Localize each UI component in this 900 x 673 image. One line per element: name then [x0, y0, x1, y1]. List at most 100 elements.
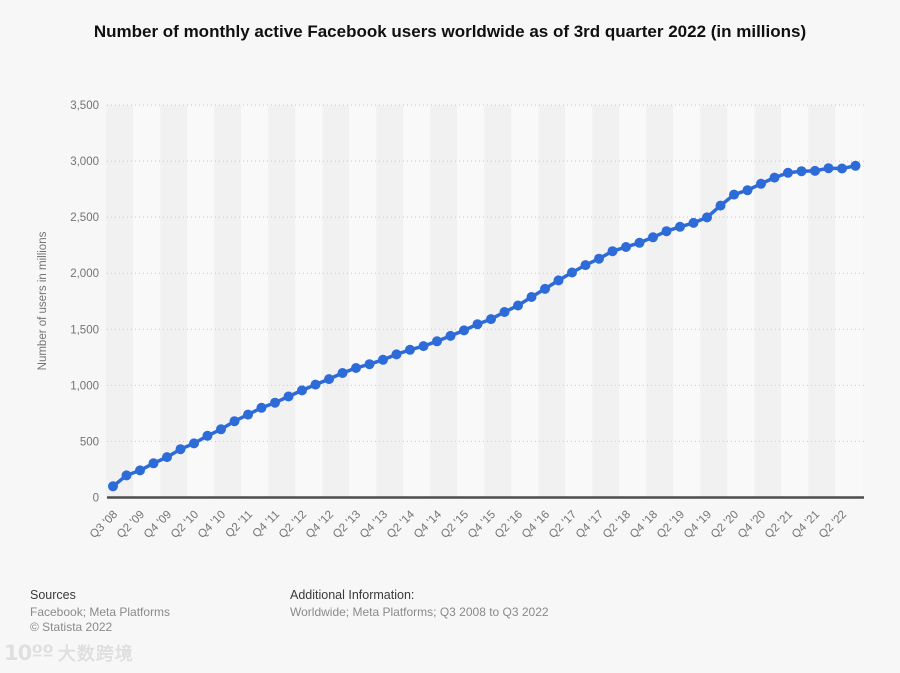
plot-bands [106, 105, 863, 498]
plot-band [619, 105, 647, 498]
x-tick-label: Q4 '12 [304, 509, 336, 541]
plot-band [727, 105, 755, 498]
data-point[interactable] [297, 385, 307, 396]
data-point[interactable] [108, 481, 118, 492]
x-tick-label: Q2 '16 [493, 509, 525, 541]
data-point[interactable] [378, 354, 388, 365]
data-point[interactable] [135, 465, 145, 476]
chart-title: Number of monthly active Facebook users … [93, 22, 807, 41]
copyright-text: © Statista 2022 [30, 620, 113, 634]
data-point[interactable] [850, 160, 861, 171]
data-point[interactable] [513, 300, 523, 311]
data-point[interactable] [270, 397, 280, 408]
x-tick-label: Q2 '10 [169, 509, 201, 541]
x-tick-label: Q4 '15 [466, 509, 498, 541]
data-point[interactable] [121, 470, 132, 481]
plot-band [241, 105, 269, 498]
data-point[interactable] [675, 221, 685, 232]
data-point[interactable] [810, 165, 820, 176]
plot-band [457, 105, 485, 498]
data-point[interactable] [418, 341, 429, 352]
additional-info-text: Worldwide; Meta Platforms; Q3 2008 to Q3… [290, 605, 549, 619]
plot-band [295, 105, 323, 498]
x-tick-label: Q4 '17 [574, 509, 606, 541]
data-point[interactable] [189, 438, 199, 449]
data-point[interactable] [634, 237, 645, 248]
data-points [108, 160, 861, 492]
data-point[interactable] [405, 344, 415, 355]
data-point[interactable] [715, 200, 726, 211]
data-point[interactable] [472, 319, 483, 330]
plot-band [646, 105, 674, 498]
data-point[interactable] [175, 444, 186, 455]
x-tick-label: Q2 '18 [601, 509, 633, 541]
data-point[interactable] [148, 458, 159, 469]
plot-band [268, 105, 296, 498]
data-point[interactable] [607, 246, 618, 257]
y-axis-tick-labels: 0 500 1,000 1,500 2,000 2,500 3,000 3,500 [70, 100, 99, 505]
data-point[interactable] [445, 330, 456, 341]
plot-band [754, 105, 782, 498]
plot-band [673, 105, 701, 498]
plot-band [376, 105, 404, 498]
data-point[interactable] [432, 336, 442, 347]
x-tick-label: Q4 '14 [412, 508, 445, 541]
data-point[interactable] [580, 260, 591, 271]
data-point[interactable] [310, 379, 321, 390]
data-point[interactable] [283, 391, 294, 402]
data-point[interactable] [553, 275, 564, 286]
x-tick-label: Q2 '17 [547, 509, 579, 541]
plot-band [700, 105, 728, 498]
data-point[interactable] [648, 232, 658, 243]
data-point[interactable] [756, 178, 766, 189]
data-point[interactable] [337, 368, 348, 378]
data-point[interactable] [256, 402, 267, 413]
data-point[interactable] [540, 283, 550, 294]
plot-band [430, 105, 458, 498]
data-point[interactable] [162, 452, 172, 463]
data-point[interactable] [796, 166, 807, 177]
data-point[interactable] [229, 416, 240, 427]
plot-band [214, 105, 242, 498]
plot-band [133, 105, 161, 498]
data-point[interactable] [823, 163, 834, 174]
x-tick-label: Q4 '13 [358, 509, 390, 541]
data-point[interactable] [391, 349, 402, 360]
additional-info-block: Additional Information: Worldwide; Meta … [290, 588, 549, 620]
data-point[interactable] [783, 167, 793, 178]
data-point[interactable] [661, 226, 672, 237]
data-point[interactable] [202, 430, 213, 441]
y-tick-label: 500 [80, 436, 99, 448]
data-point[interactable] [621, 242, 631, 252]
data-point[interactable] [729, 189, 739, 200]
x-tick-label: Q2 '15 [439, 509, 471, 541]
data-point[interactable] [742, 185, 753, 196]
data-point[interactable] [688, 217, 699, 228]
data-point[interactable] [324, 374, 334, 385]
data-point[interactable] [594, 253, 604, 264]
data-point[interactable] [526, 292, 537, 302]
plot-band [403, 105, 431, 498]
plot-band [781, 105, 809, 498]
data-point[interactable] [459, 325, 469, 336]
y-tick-label: 1,500 [70, 324, 99, 336]
x-tick-label: Q2 '12 [277, 509, 309, 541]
data-point[interactable] [216, 424, 226, 435]
data-point[interactable] [486, 314, 496, 325]
data-point[interactable] [702, 212, 712, 223]
data-point[interactable] [837, 163, 847, 174]
x-tick-label: Q2 '14 [385, 508, 418, 541]
data-point[interactable] [364, 359, 375, 370]
sources-text: Facebook; Meta Platforms [30, 605, 171, 619]
y-tick-label: 1,000 [70, 380, 99, 392]
data-point[interactable] [567, 267, 577, 278]
data-point[interactable] [769, 172, 780, 183]
plot-band [808, 105, 836, 498]
data-point[interactable] [243, 409, 253, 420]
x-tick-label: Q4 '20 [736, 509, 768, 541]
data-point[interactable] [351, 363, 361, 373]
data-point[interactable] [499, 307, 510, 317]
y-tick-label: 3,500 [70, 100, 99, 112]
